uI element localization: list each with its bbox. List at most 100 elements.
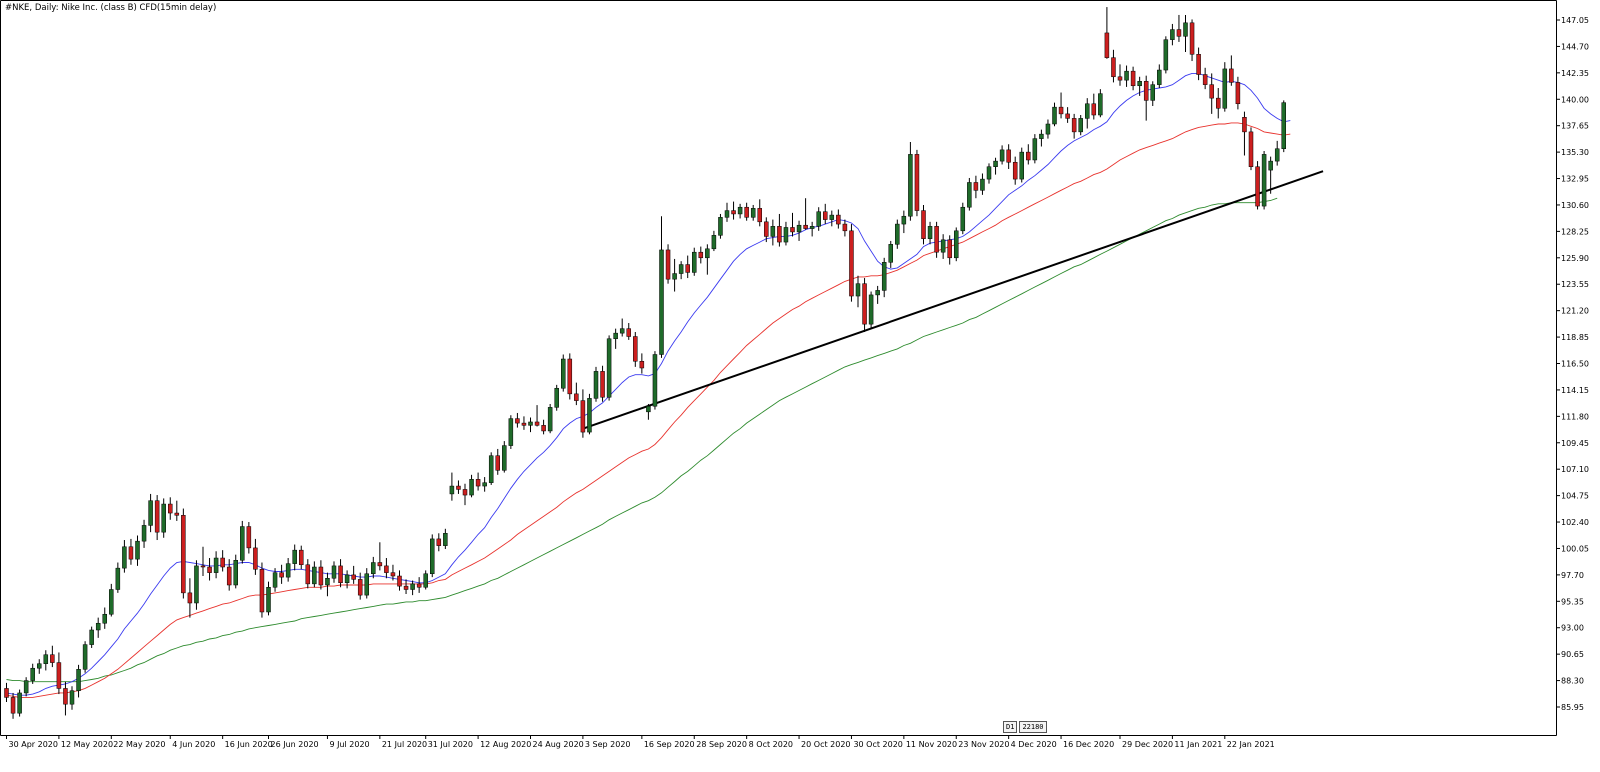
candle bbox=[220, 550, 225, 572]
candle bbox=[613, 328, 618, 349]
candle bbox=[403, 579, 409, 594]
support-trendline[interactable] bbox=[582, 170, 1324, 430]
y-tick-label: 130.60 bbox=[1561, 201, 1589, 210]
y-tick-label: 107.10 bbox=[1561, 465, 1589, 474]
candle-body-bull bbox=[148, 500, 153, 526]
plot-frame bbox=[0, 0, 1557, 736]
candle bbox=[1104, 7, 1110, 59]
candle bbox=[698, 246, 704, 264]
chart-title: #NKE, Daily: Nike Inc. (class B) CFD(15m… bbox=[5, 3, 217, 13]
candle bbox=[1006, 144, 1011, 169]
candle bbox=[940, 234, 946, 259]
candle bbox=[626, 323, 631, 340]
candle bbox=[4, 682, 9, 702]
candle bbox=[619, 318, 625, 337]
candle-body-bear bbox=[1065, 113, 1070, 119]
trendline-layer bbox=[582, 170, 1324, 430]
candle-body-bull bbox=[233, 560, 238, 586]
candle bbox=[436, 533, 442, 552]
x-tick-label: 24 Aug 2020 bbox=[533, 740, 584, 749]
candle-body-bear bbox=[357, 579, 363, 596]
candle bbox=[69, 686, 75, 710]
candle bbox=[82, 641, 88, 673]
candle bbox=[102, 607, 107, 629]
y-tick-label: 100.05 bbox=[1561, 544, 1589, 553]
candle bbox=[829, 210, 835, 227]
x-tick-label: 23 Nov 2020 bbox=[958, 740, 1009, 749]
candle bbox=[1268, 156, 1273, 194]
x-tick-label: 22 Jan 2021 bbox=[1227, 740, 1275, 749]
candle-body-bear bbox=[1235, 82, 1241, 105]
candle-body-bull bbox=[1039, 133, 1044, 139]
candle bbox=[593, 366, 599, 402]
candle bbox=[1281, 100, 1286, 153]
candle-body-bull bbox=[469, 479, 474, 496]
candle bbox=[1111, 49, 1116, 83]
candle bbox=[325, 572, 330, 597]
candle bbox=[200, 546, 206, 577]
candle-body-bull bbox=[881, 262, 887, 291]
x-tick-label: 21 Jul 2020 bbox=[382, 740, 427, 749]
candle bbox=[777, 213, 782, 247]
candle bbox=[30, 663, 35, 684]
candle-body-bear bbox=[1012, 161, 1018, 180]
candle-body-bull bbox=[796, 224, 802, 233]
candle-body-bull bbox=[875, 290, 880, 296]
moving-averages bbox=[6, 72, 1291, 698]
candle-body-bull bbox=[593, 371, 599, 399]
candle bbox=[980, 173, 985, 195]
candle bbox=[868, 291, 874, 329]
candle bbox=[1216, 88, 1221, 119]
candle-body-bull bbox=[1045, 123, 1051, 135]
candle-body-bull bbox=[816, 211, 821, 227]
candle bbox=[1242, 111, 1247, 156]
candle bbox=[482, 477, 487, 492]
y-tick-label: 142.35 bbox=[1561, 69, 1589, 78]
candle bbox=[259, 562, 265, 618]
candle bbox=[1209, 73, 1214, 114]
candle-body-bull bbox=[1052, 106, 1057, 125]
y-tick-label: 88.30 bbox=[1561, 677, 1584, 686]
candle-body-bear bbox=[1248, 131, 1254, 167]
candle bbox=[724, 202, 730, 222]
candle-body-bear bbox=[1189, 22, 1195, 55]
candle bbox=[993, 157, 998, 175]
x-tick-label: 16 Dec 2020 bbox=[1063, 740, 1114, 749]
candle bbox=[646, 403, 651, 420]
candle-body-bear bbox=[174, 512, 180, 516]
candle-body-bear bbox=[1006, 149, 1011, 163]
candle-body-bull bbox=[292, 549, 297, 564]
candle-body-bull bbox=[809, 226, 815, 229]
candle bbox=[1157, 64, 1162, 89]
candle-body-bear bbox=[351, 574, 356, 580]
candle-body-bear bbox=[436, 538, 442, 546]
y-tick-label: 114.15 bbox=[1561, 386, 1589, 395]
candle bbox=[1163, 36, 1169, 74]
candle-body-bull bbox=[1261, 154, 1267, 207]
y-tick-label: 123.55 bbox=[1561, 280, 1589, 289]
candle-body-bull bbox=[547, 407, 553, 432]
candle bbox=[63, 681, 68, 716]
x-tick-label: 11 Nov 2020 bbox=[906, 740, 957, 749]
candle bbox=[1202, 67, 1208, 90]
candle-body-bull bbox=[587, 398, 592, 433]
candle bbox=[1183, 14, 1188, 53]
candle bbox=[430, 534, 435, 578]
candle-body-bear bbox=[299, 549, 304, 566]
candle-body-bull bbox=[868, 294, 874, 325]
x-axis: 30 Apr 2020 12 May 2020 22 May 2020 4 Jun 2… bbox=[6, 735, 1275, 749]
timeframe-badge[interactable]: D1 22180 bbox=[1003, 721, 1047, 733]
candle-body-bull bbox=[122, 546, 127, 569]
candle bbox=[377, 542, 383, 571]
candle-body-bear bbox=[1255, 166, 1260, 207]
candle-body-bear bbox=[921, 210, 926, 239]
candle bbox=[659, 216, 664, 358]
candle bbox=[901, 210, 907, 234]
candle bbox=[266, 581, 271, 616]
candle-body-bull bbox=[30, 667, 35, 681]
candle-body-bull bbox=[561, 358, 566, 389]
x-tick-label: 8 Oct 2020 bbox=[749, 740, 793, 749]
candle-body-bull bbox=[528, 421, 533, 426]
candle-body-bull bbox=[272, 572, 278, 588]
